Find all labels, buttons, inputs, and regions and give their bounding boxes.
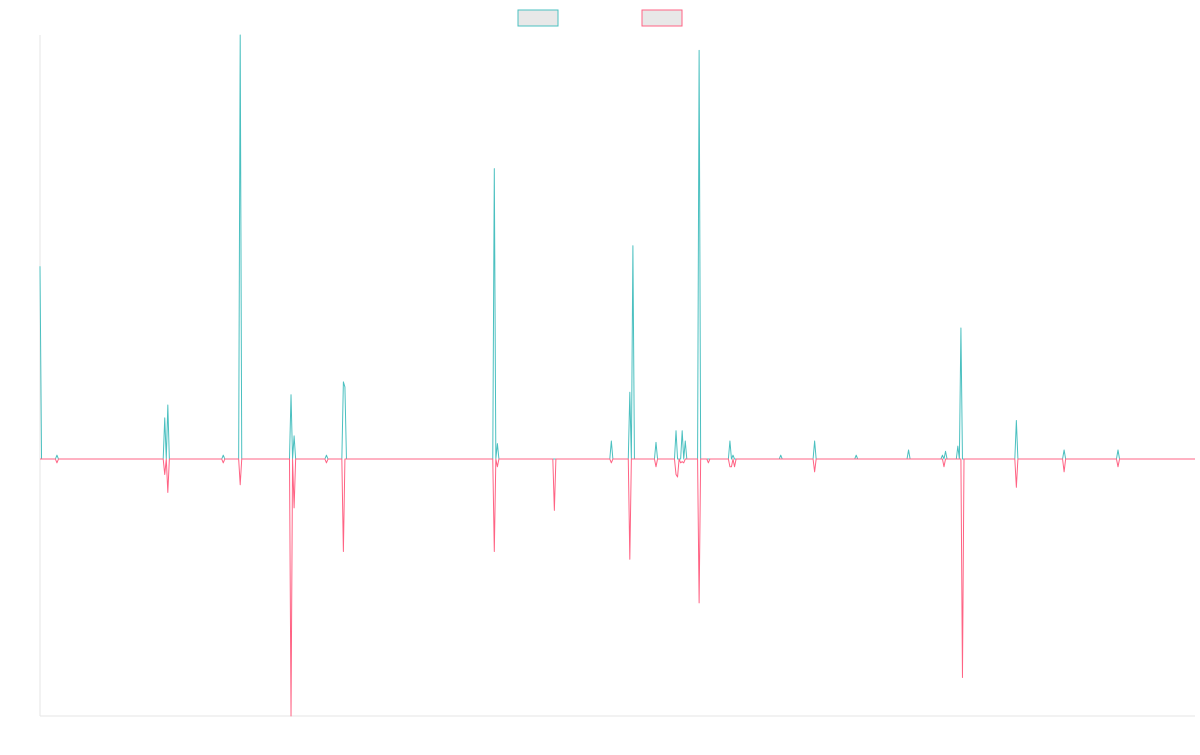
axes	[39, 35, 1195, 717]
series-line-2	[40, 458, 1195, 717]
series-layer	[39, 34, 1195, 717]
legend-swatch-1[interactable]	[517, 9, 559, 27]
legend	[517, 9, 683, 27]
series-line-1	[39, 34, 1195, 460]
legend-swatch-2[interactable]	[641, 9, 683, 27]
